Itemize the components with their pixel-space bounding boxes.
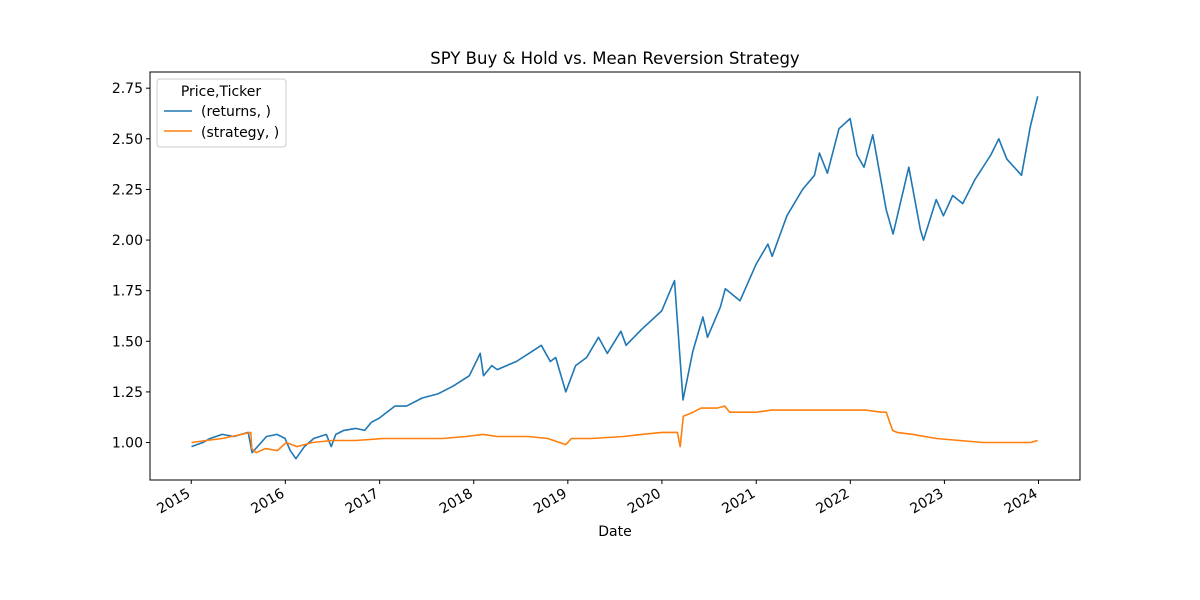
x-axis: 2015 2016 2017 2018 2019 2020 2021 2022 2023 2024 bbox=[154, 480, 1041, 518]
y-tick-label: 2.25 bbox=[112, 182, 143, 198]
axes-frame bbox=[149, 71, 1081, 481]
x-tick-label: 2015 bbox=[154, 486, 193, 518]
x-tick-label: 2019 bbox=[531, 486, 570, 518]
series-line-strategy bbox=[191, 405, 1038, 454]
x-tick-label: 2020 bbox=[625, 486, 664, 518]
y-tick-label: 2.50 bbox=[112, 132, 143, 148]
x-tick-label: 2018 bbox=[437, 486, 476, 518]
y-axis: 1.00 1.25 1.50 1.75 2.00 2.25 2.50 2.75 bbox=[112, 81, 150, 452]
y-tick-label: 1.50 bbox=[112, 334, 143, 350]
chart-title: SPY Buy & Hold vs. Mean Reversion Strate… bbox=[430, 49, 800, 68]
series-line-returns bbox=[191, 96, 1039, 460]
legend: Price,Ticker (returns, ) (strategy, ) bbox=[156, 78, 287, 148]
legend-label-strategy: (strategy, ) bbox=[201, 125, 279, 141]
legend-title: Price,Ticker bbox=[181, 84, 262, 100]
x-axis-label: Date bbox=[598, 524, 631, 540]
x-tick-label: 2021 bbox=[719, 486, 758, 518]
x-tick-label: 2024 bbox=[1002, 486, 1041, 518]
y-tick-label: 1.25 bbox=[112, 385, 143, 401]
plot-area bbox=[191, 96, 1039, 460]
x-tick-label: 2023 bbox=[908, 486, 947, 518]
x-tick-label: 2016 bbox=[248, 486, 287, 518]
y-tick-label: 1.75 bbox=[112, 284, 143, 300]
y-tick-label: 1.00 bbox=[112, 436, 143, 452]
x-tick-label: 2022 bbox=[813, 486, 852, 518]
legend-label-returns: (returns, ) bbox=[201, 104, 271, 120]
x-tick-label: 2017 bbox=[343, 486, 382, 518]
y-tick-label: 2.00 bbox=[112, 233, 143, 249]
y-tick-label: 2.75 bbox=[112, 81, 143, 97]
legend-box bbox=[156, 78, 287, 148]
